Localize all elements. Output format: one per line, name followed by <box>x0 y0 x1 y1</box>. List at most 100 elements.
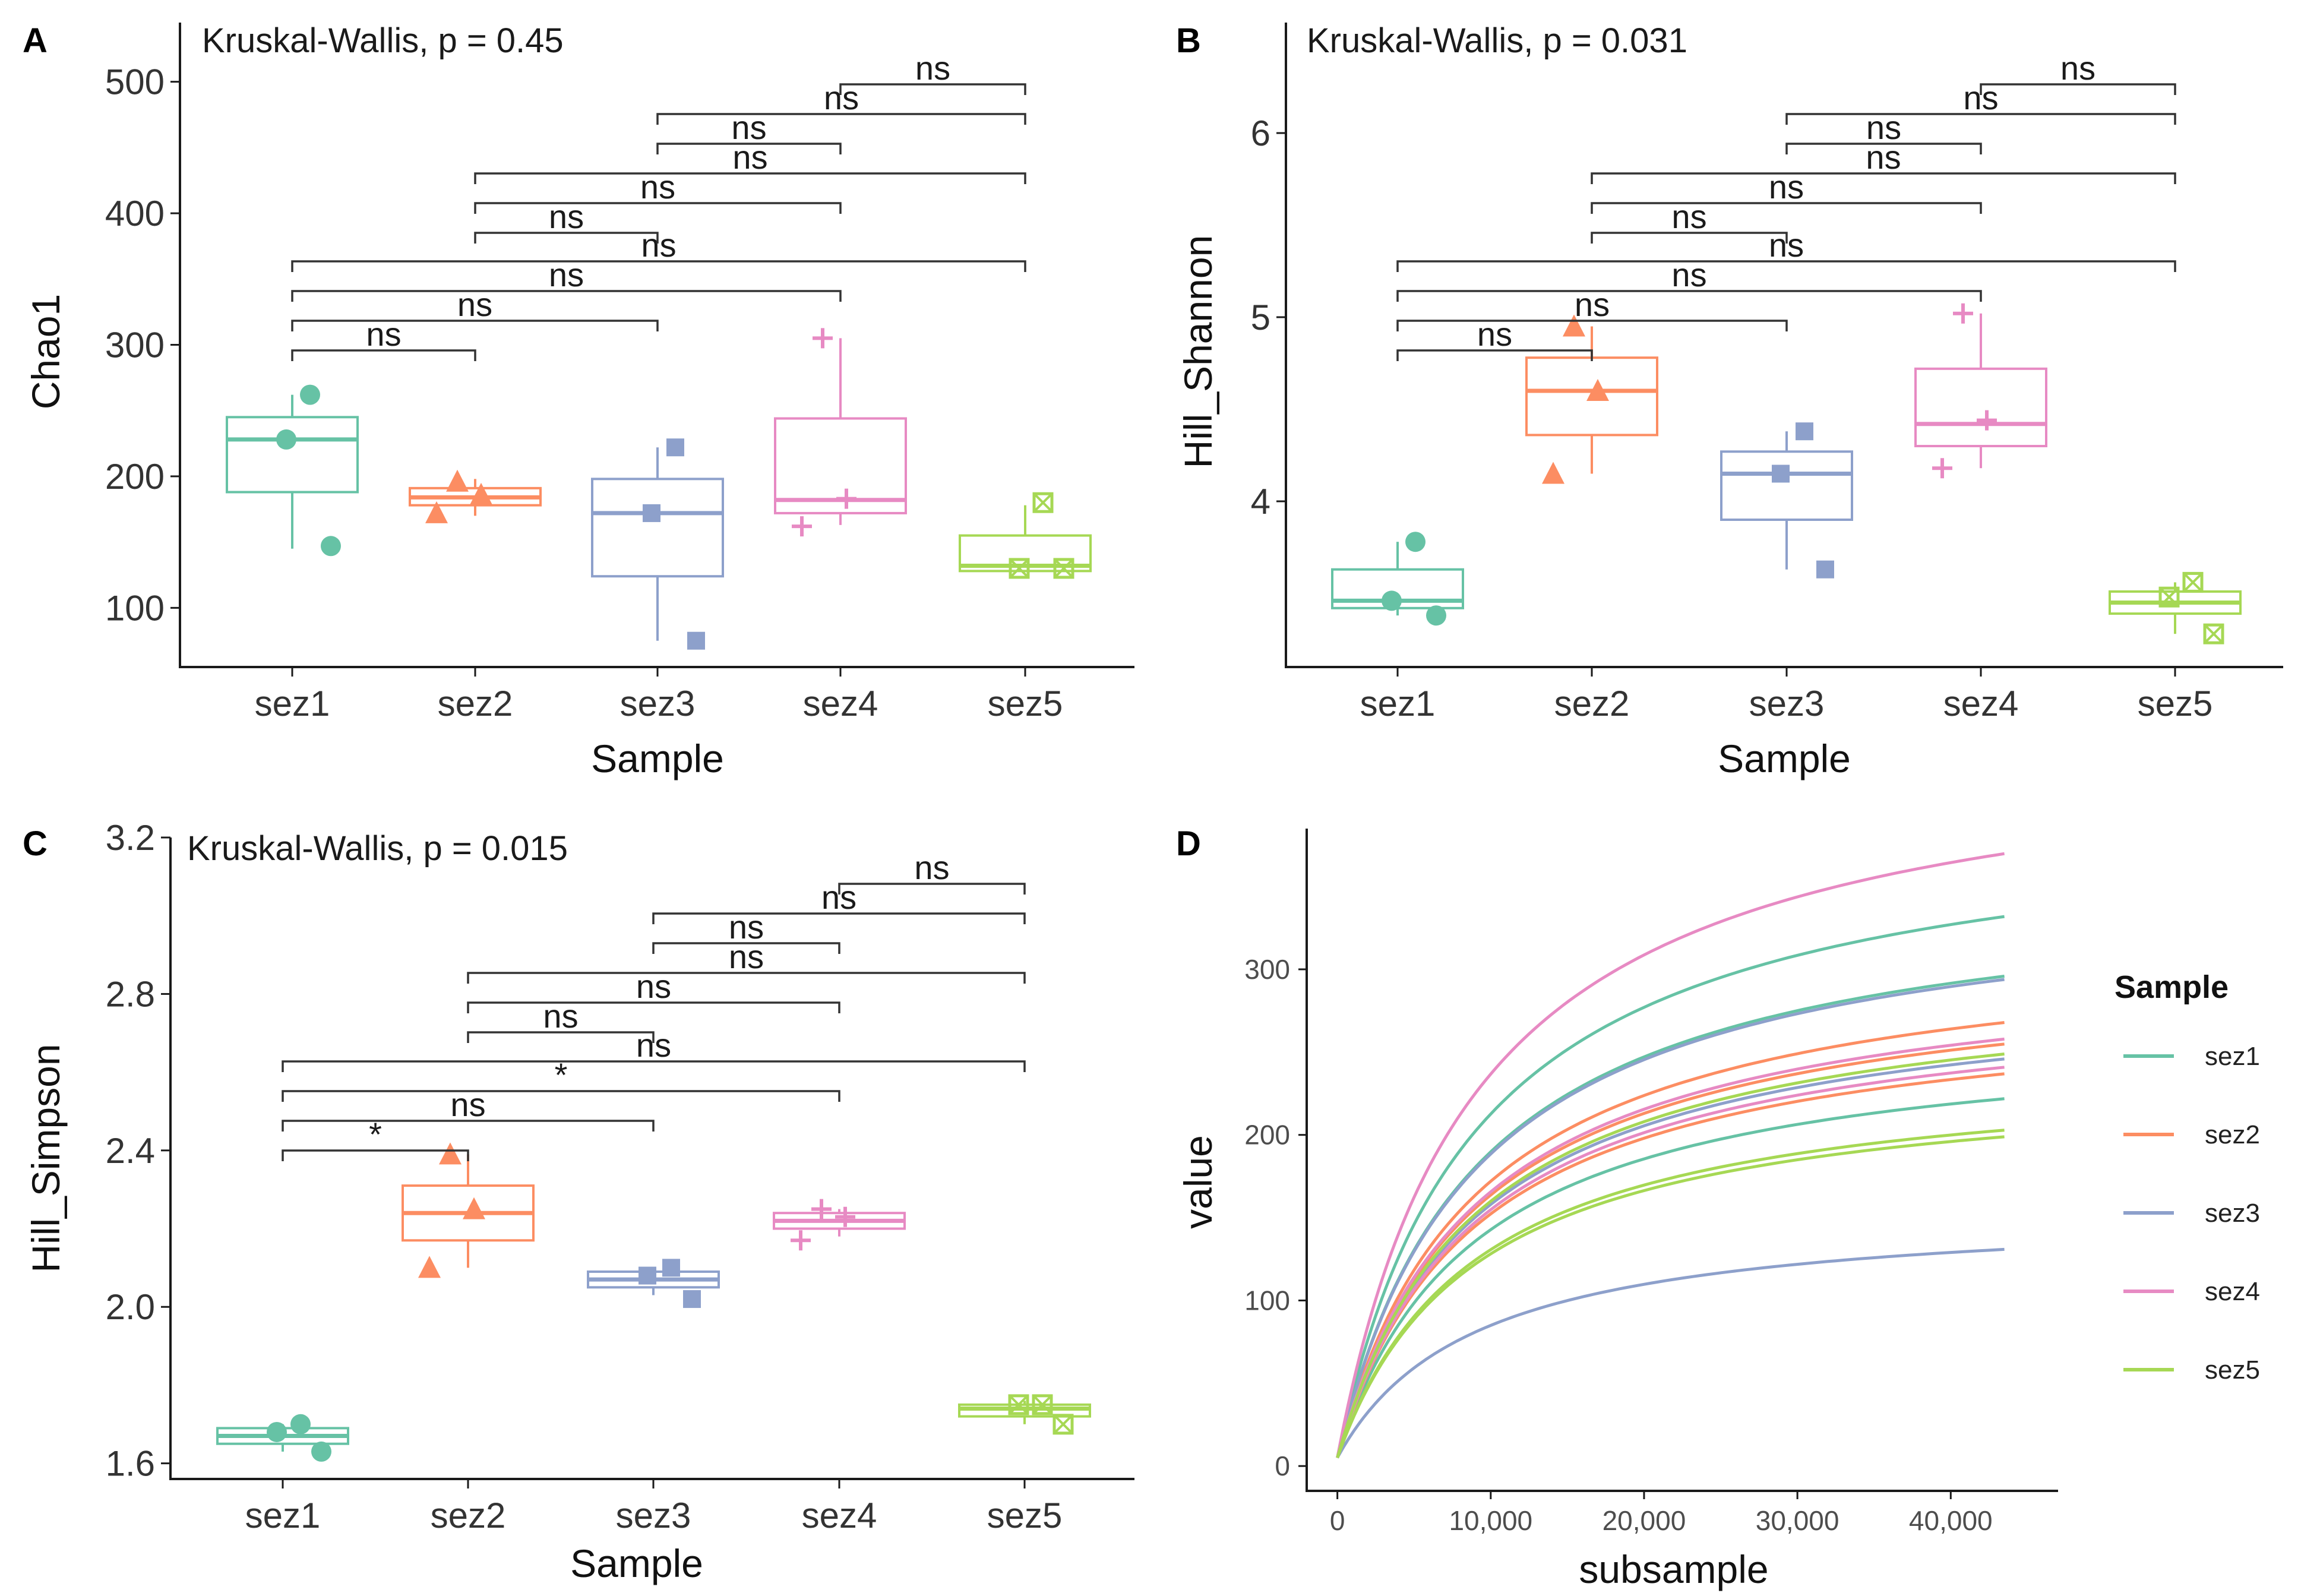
x-tick-label: sez5 <box>987 1496 1063 1535</box>
significance-label: * <box>369 1115 382 1153</box>
box-sez3 <box>591 438 724 650</box>
panel-b-kruskal-label: Kruskal-Wallis, p = 0.031 <box>1307 21 1687 60</box>
y-tick-label: 1.6 <box>106 1444 155 1484</box>
x-tick-label: sez3 <box>620 684 696 723</box>
panel-c-kruskal-label: Kruskal-Wallis, p = 0.015 <box>187 829 568 868</box>
y-tick-label: 400 <box>105 194 165 233</box>
box-sez4 <box>774 328 907 537</box>
x-tick-label: 40,000 <box>1909 1505 1993 1536</box>
significance-bracket <box>839 83 1026 95</box>
data-point <box>425 501 448 523</box>
box-sez2 <box>402 1142 535 1278</box>
significance-bracket <box>1591 232 1788 244</box>
legend-label-sez1: sez1 <box>2205 1042 2260 1071</box>
significance-bracket <box>652 942 840 954</box>
data-point <box>321 536 341 557</box>
x-tick-label: 10,000 <box>1449 1505 1532 1536</box>
box-sez5 <box>958 1394 1091 1435</box>
y-tick-label: 100 <box>1244 1285 1290 1316</box>
data-point <box>1053 558 1074 579</box>
y-tick-label: 500 <box>105 62 165 102</box>
data-point <box>1008 1394 1029 1415</box>
data-point <box>811 1199 832 1219</box>
data-point <box>1796 422 1813 441</box>
panel-a-letter: A <box>23 21 48 60</box>
data-point <box>1542 462 1564 484</box>
x-tick-label: sez5 <box>988 684 1063 723</box>
x-tick-label: 20,000 <box>1603 1505 1686 1536</box>
data-point <box>1052 1414 1074 1435</box>
axis-lines <box>1306 829 2058 1492</box>
data-point <box>290 1414 311 1434</box>
panel-a-boxplot: A Kruskal-Wallis, p = 0.45 Sample Chao1 … <box>23 21 1134 780</box>
curve-sez1 <box>1336 915 2005 1458</box>
data-point <box>463 1197 485 1219</box>
data-point <box>687 631 705 650</box>
box-sez5 <box>2109 571 2242 644</box>
panel-d-letter: D <box>1176 824 1201 863</box>
x-tick-label: sez5 <box>2138 684 2213 723</box>
curve-sez2 <box>1336 1021 2005 1458</box>
data-point <box>835 1206 855 1227</box>
x-tick-label: sez3 <box>1749 684 1825 723</box>
y-tick-label: 200 <box>1244 1120 1290 1151</box>
legend-label-sez2: sez2 <box>2205 1120 2260 1149</box>
significance-bracket <box>1785 143 1982 154</box>
panel-d-legend: Sample sez1 sez2 sez3 sez4 sez5 <box>2114 969 2260 1385</box>
data-point <box>446 469 469 492</box>
box-sez4 <box>773 1199 906 1251</box>
curve-sez3 <box>1336 978 2005 1458</box>
data-point <box>683 1290 701 1309</box>
significance-bracket <box>838 883 1026 895</box>
box-body <box>226 416 359 494</box>
significance-bracket <box>1396 320 1788 331</box>
box-body <box>774 417 907 514</box>
data-point <box>2158 586 2180 608</box>
data-point <box>1032 1394 1053 1415</box>
significance-label: ns <box>914 849 949 886</box>
panel-c-x-axis-label: Sample <box>570 1541 703 1585</box>
panel-b-letter: B <box>1176 21 1201 60</box>
significance-bracket <box>291 290 842 302</box>
significance-bracket <box>282 1120 655 1132</box>
x-tick-label: sez1 <box>255 684 330 723</box>
box-body <box>1720 450 1853 521</box>
box-body <box>1914 367 2047 447</box>
x-tick-label: sez3 <box>616 1496 691 1535</box>
y-tick-label: 6 <box>1251 113 1270 153</box>
data-point <box>1382 590 1402 611</box>
significance-bracket <box>282 1149 469 1161</box>
significance-bracket <box>474 172 1026 184</box>
data-point <box>1586 379 1609 401</box>
curve-sez3 <box>1336 1247 2005 1459</box>
data-point <box>639 1266 656 1285</box>
data-point <box>792 516 812 537</box>
axis-lines <box>179 23 1134 668</box>
significance-label: * <box>555 1056 568 1094</box>
significance-bracket <box>474 232 659 244</box>
data-point <box>791 1230 811 1251</box>
x-tick-label: sez4 <box>802 1496 877 1535</box>
significance-bracket <box>1591 172 2176 184</box>
box-sez3 <box>587 1259 720 1309</box>
panel-b-x-axis-label: Sample <box>1718 737 1851 780</box>
panel-c-letter: C <box>23 824 48 863</box>
panel-d-rarefaction: D subsample value 0 100 200 300 0 10,000 20,00… <box>1176 824 2260 1591</box>
box-sez1 <box>226 384 359 557</box>
significance-bracket <box>1396 349 1593 361</box>
panel-b-y-axis-label: Hill_Shannon <box>1176 235 1220 469</box>
data-point <box>439 1142 462 1165</box>
x-tick-label: sez4 <box>1943 684 2019 723</box>
axis-lines <box>169 837 1134 1480</box>
y-tick-label: 2.8 <box>106 974 155 1014</box>
x-tick-label: sez2 <box>431 1496 506 1535</box>
x-tick-label: sez1 <box>245 1496 321 1535</box>
curve-sez2 <box>1336 1072 2005 1459</box>
x-tick-label: sez4 <box>803 684 878 723</box>
significance-bracket <box>291 320 659 331</box>
x-tick-label: 0 <box>1330 1505 1345 1536</box>
significance-label: ns <box>2060 49 2095 87</box>
significance-label: ns <box>915 49 950 87</box>
